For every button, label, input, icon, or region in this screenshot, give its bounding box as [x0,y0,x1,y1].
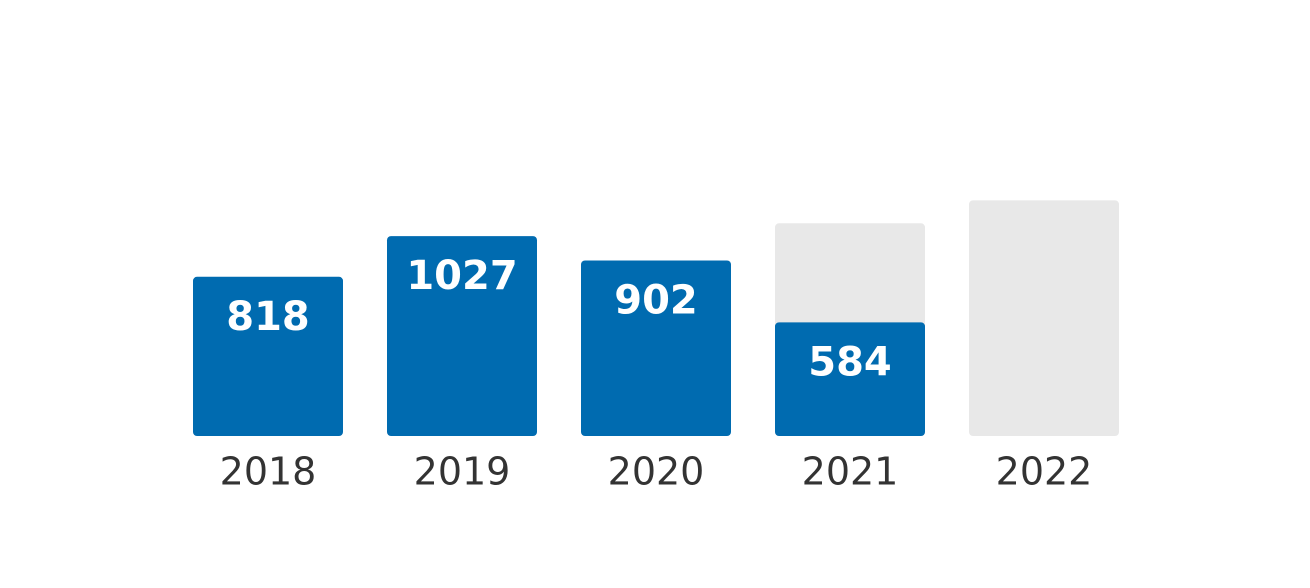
x-tick-label: 2021 [802,450,899,494]
x-tick-label: 2020 [608,450,705,494]
value-label: 818 [226,294,310,340]
x-tick-label: 2018 [220,450,317,494]
bar [775,322,925,436]
bar [581,260,731,436]
value-label: 1027 [406,253,517,299]
bar [969,200,1119,436]
x-tick-label: 2019 [414,450,511,494]
x-tick-label: 2022 [996,450,1093,494]
bar [193,276,343,436]
value-label: 902 [614,277,698,323]
bar [387,236,537,436]
value-label: 584 [808,339,892,385]
